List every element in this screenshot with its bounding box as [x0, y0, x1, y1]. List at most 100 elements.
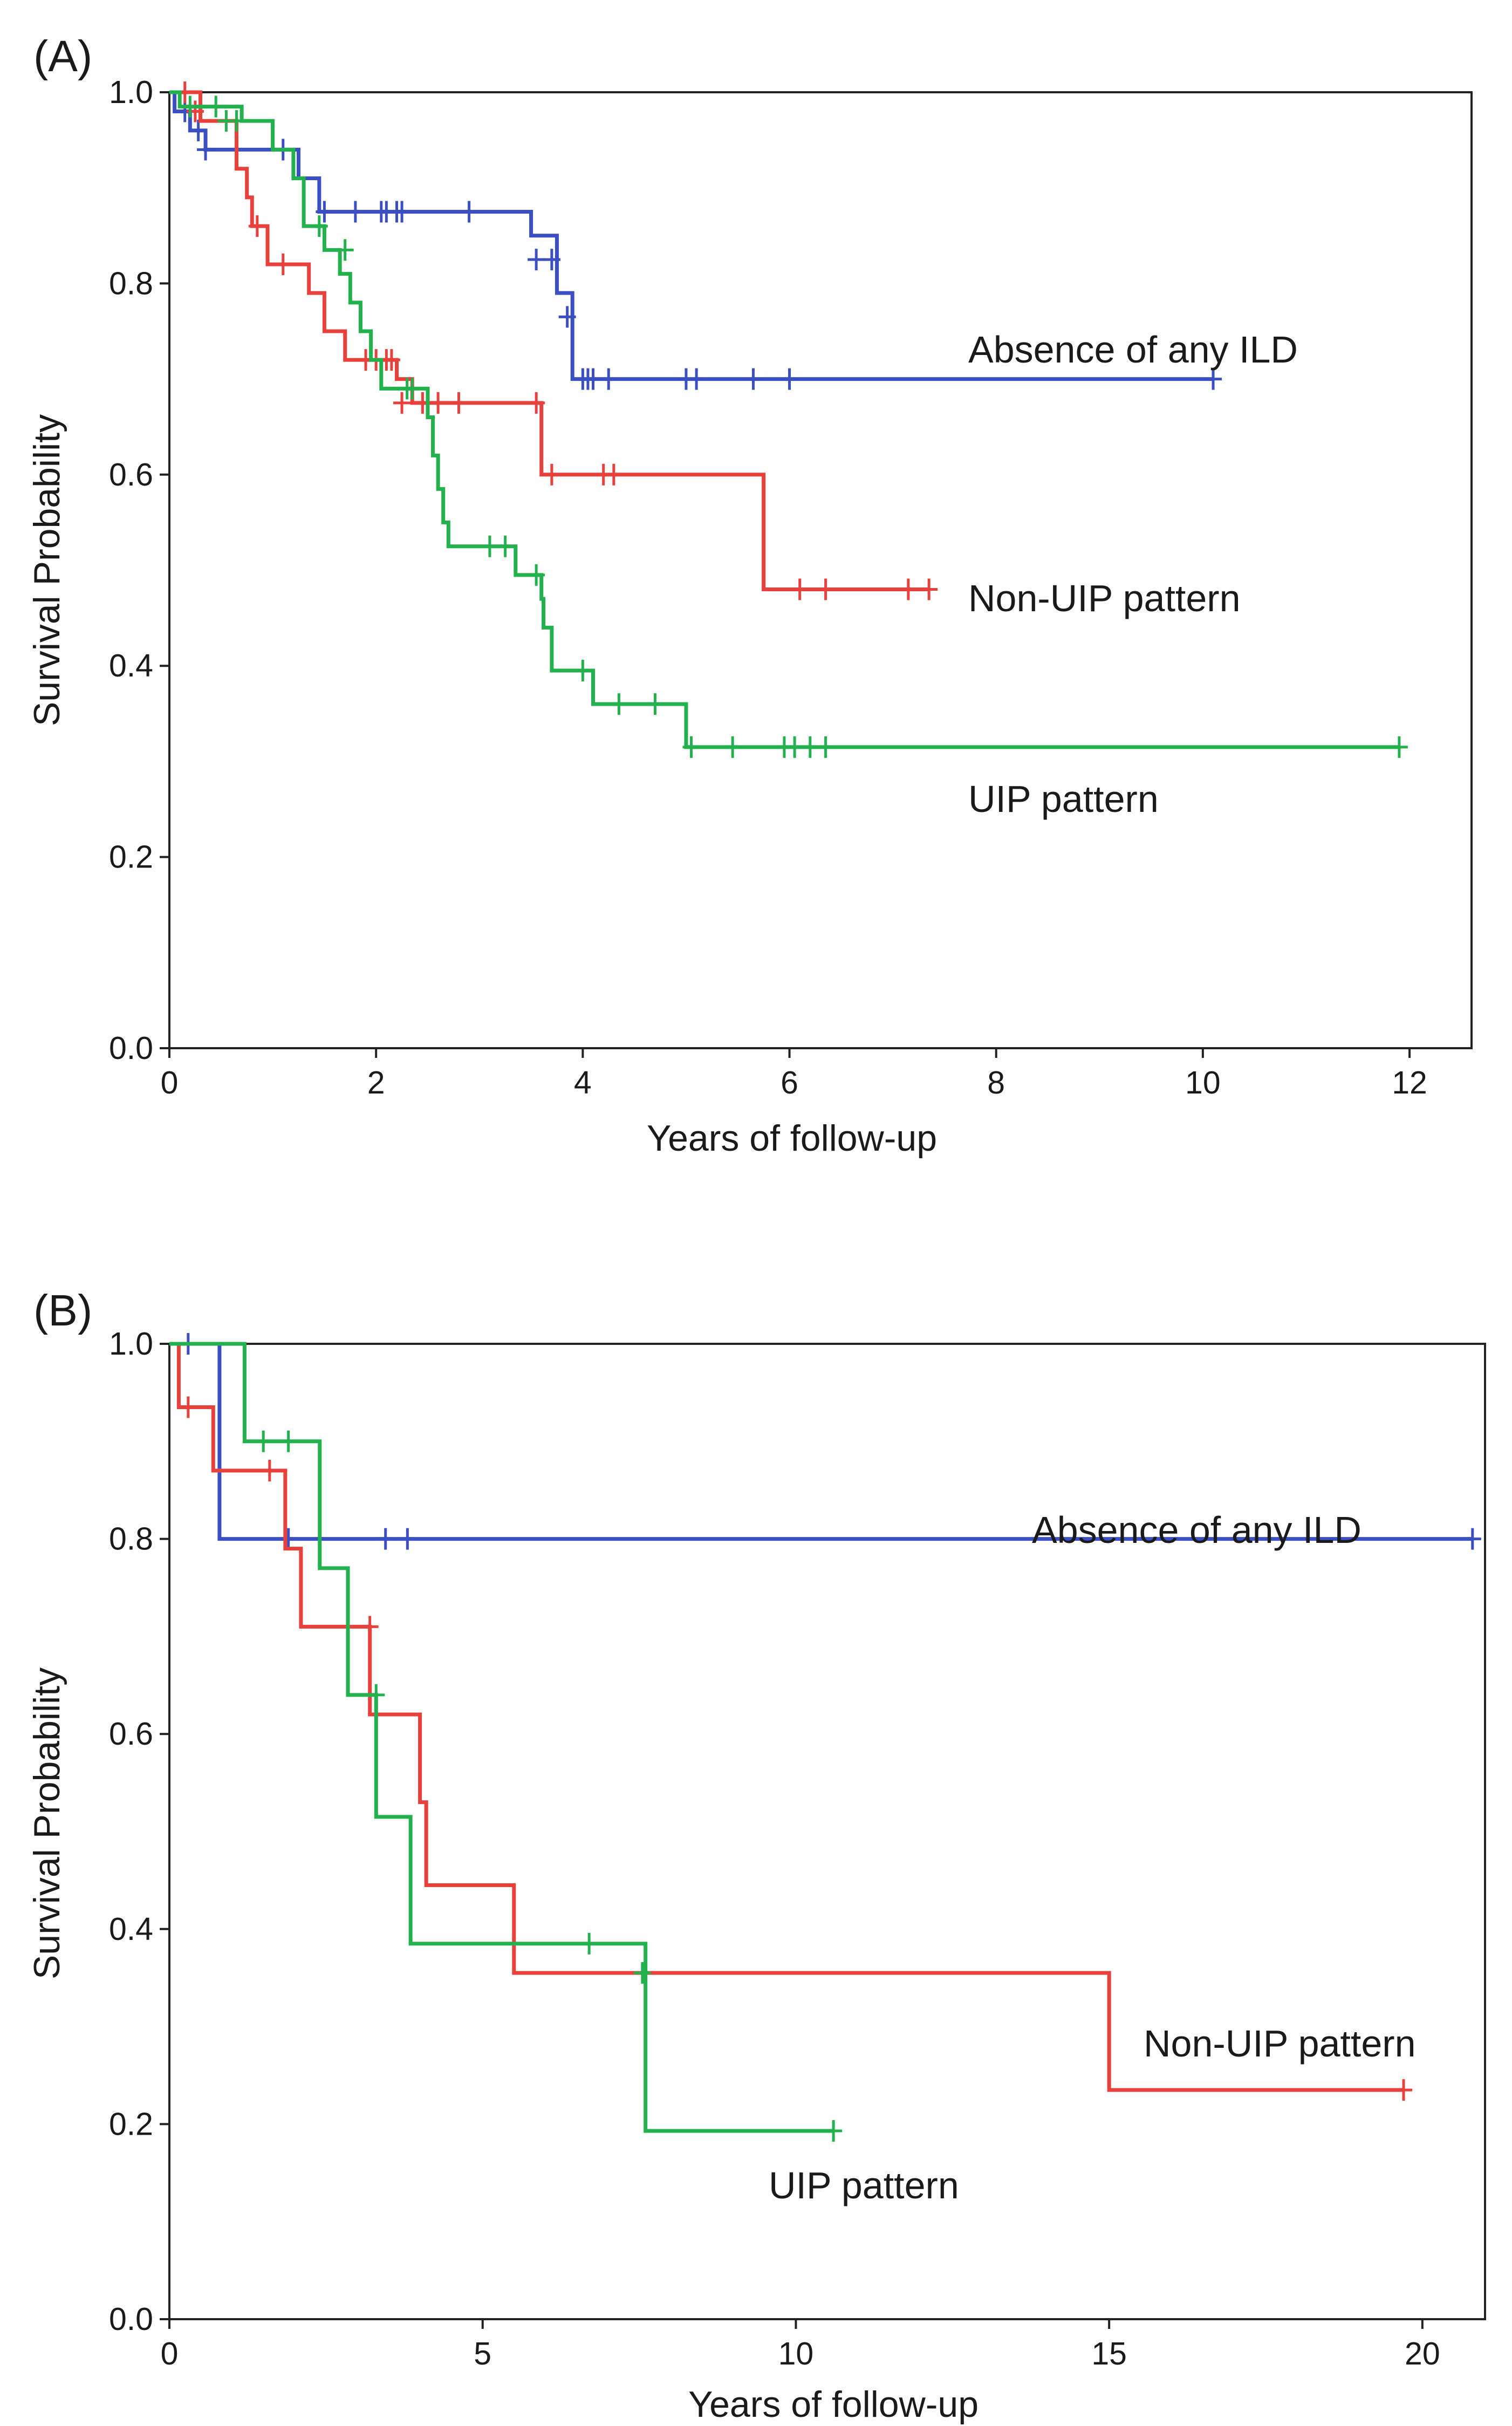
panel-a-y-tick-label: 1.0 — [109, 74, 153, 110]
panel-a-censor-mark-uip-pattern — [336, 239, 354, 261]
panel-a-censor-mark-absence-of-any-ild — [584, 368, 602, 390]
panel-b-x-axis-title: Years of follow-up — [688, 2384, 979, 2425]
panel-b-y-tick-label: 0.8 — [109, 1521, 153, 1557]
panel-a-censor-mark-absence-of-any-ild — [393, 201, 411, 223]
panel-b-censor-mark-uip-pattern — [580, 1932, 598, 1955]
panel-a: (A) 0 2 4 6 8 10 12 0.0 0.2 0.4 0.6 0.8 1.0 Years o… — [26, 32, 1473, 1159]
panel-a-censor-mark-uip-pattern — [1390, 736, 1408, 758]
panel-b-x-tick-label: 5 — [474, 2336, 491, 2372]
panel-a-x-tick-label: 6 — [781, 1065, 798, 1101]
panel-b-censor-mark-absence-of-any-ild — [279, 1528, 297, 1550]
panel-b-x-tick-label: 10 — [778, 2336, 814, 2372]
panel-b-censor-mark-uip-pattern — [255, 1430, 272, 1452]
panel-a-censor-mark-non-uip-pattern — [248, 215, 266, 237]
panel-a-censor-mark-uip-pattern — [228, 110, 245, 132]
panel-a-censor-mark-uip-pattern — [786, 736, 804, 758]
panel-b-y-axis-title: Survival Probability — [26, 1668, 67, 1979]
panel-b-curve-non-uip-pattern — [169, 1342, 1404, 2092]
panel-a-x-tick-label: 0 — [161, 1065, 179, 1101]
panel-b-censor-mark-uip-pattern — [279, 1430, 297, 1452]
panel-b-y-tick-label: 0.4 — [109, 1911, 153, 1947]
panel-b-censor-mark-non-uip-pattern — [361, 1616, 379, 1638]
panel-a-censor-mark-uip-pattern — [724, 736, 742, 758]
panel-a-censor-mark-non-uip-pattern — [920, 578, 938, 600]
panel-b-curve-label-non-uip-pattern: Non-UIP pattern — [1144, 2022, 1416, 2065]
panel-a-censor-mark-uip-pattern — [574, 660, 592, 682]
panel-b-y-tick-label: 1.0 — [109, 1326, 153, 1362]
panel-a-y-tick-label: 0.8 — [109, 265, 153, 301]
panel-a-censor-mark-non-uip-pattern — [605, 463, 622, 486]
panel-b-censor-mark-uip-pattern — [367, 1684, 385, 1706]
panel-b-y-tick-label: 0.0 — [109, 2301, 153, 2337]
panel-a-censor-mark-non-uip-pattern — [528, 392, 545, 414]
panel-b-censor-mark-absence-of-any-ild — [399, 1528, 416, 1550]
panel-b-x-tick-label: 0 — [161, 2336, 179, 2372]
panel-b-censor-mark-non-uip-pattern — [1395, 2079, 1413, 2101]
panel-a-censor-mark-uip-pattern — [310, 215, 328, 237]
panel-a-y-axis-title: Survival Probability — [26, 414, 67, 726]
panel-b-curve-label-absence-of-any-ild: Absence of any ILD — [1032, 1509, 1362, 1551]
panel-a-label: (A) — [33, 32, 92, 81]
panel-a-y-tick-label: 0.4 — [109, 648, 153, 684]
panel-a-censor-mark-non-uip-pattern — [450, 392, 468, 414]
panel-a-censor-mark-absence-of-any-ild — [189, 119, 207, 141]
panel-a-censor-mark-non-uip-pattern — [429, 392, 447, 414]
panel-a-censor-mark-absence-of-any-ild — [346, 201, 364, 223]
panel-a-censor-mark-non-uip-pattern — [817, 578, 834, 600]
panel-a-censor-mark-absence-of-any-ild — [197, 139, 215, 161]
panel-a-censor-mark-uip-pattern — [403, 378, 421, 400]
panel-b-censor-mark-non-uip-pattern — [261, 1460, 278, 1482]
panel-a-curve-label-uip-pattern: UIP pattern — [968, 778, 1159, 820]
panel-a-censor-mark-non-uip-pattern — [899, 578, 917, 600]
panel-a-x-tick-label: 12 — [1392, 1065, 1427, 1101]
panel-a-censor-mark-absence-of-any-ild — [558, 306, 576, 328]
panel-a-y-tick-label: 0.0 — [109, 1030, 153, 1066]
panel-a-censor-mark-absence-of-any-ild — [781, 368, 798, 390]
panel-a-y-tick-label: 0.6 — [109, 457, 153, 493]
panel-a-censor-mark-non-uip-pattern — [382, 349, 400, 371]
panel-b-censor-mark-uip-pattern — [633, 1962, 651, 1984]
panel-a-censor-mark-absence-of-any-ild — [460, 201, 478, 223]
panel-a-censor-mark-uip-pattern — [646, 693, 664, 715]
panel-a-censor-mark-uip-pattern — [817, 736, 834, 758]
panel-a-x-axis-title: Years of follow-up — [647, 1118, 937, 1159]
panel-a-censor-mark-uip-pattern — [181, 95, 199, 118]
panel-a-censor-mark-absence-of-any-ild — [528, 249, 545, 271]
panel-a-censor-mark-uip-pattern — [528, 564, 545, 586]
panel-b-label: (B) — [33, 1286, 92, 1335]
panel-a-x-tick-label: 10 — [1185, 1065, 1221, 1101]
panel-a-censor-mark-uip-pattern — [207, 95, 225, 118]
panel-a-censor-mark-absence-of-any-ild — [688, 368, 706, 390]
panel-a-censor-mark-absence-of-any-ild — [600, 368, 618, 390]
panel-b-censor-mark-non-uip-pattern — [179, 1396, 197, 1418]
panel-a-censor-mark-non-uip-pattern — [393, 392, 411, 414]
panel-b-x-tick-label: 15 — [1091, 2336, 1127, 2372]
panel-b-x-tick-label: 20 — [1405, 2336, 1440, 2372]
panel-a-censor-mark-absence-of-any-ild — [1205, 368, 1222, 390]
panel-b-censor-mark-uip-pattern — [825, 2120, 843, 2142]
panel-a-censor-mark-non-uip-pattern — [543, 463, 560, 486]
panel-a-curve-label-non-uip-pattern: Non-UIP pattern — [968, 577, 1241, 619]
panel-a-censor-mark-non-uip-pattern — [274, 253, 292, 275]
panel-a-curve-label-absence-of-any-ild: Absence of any ILD — [968, 329, 1298, 371]
panel-a-censor-mark-absence-of-any-ild — [316, 201, 333, 223]
panel-a-censor-mark-absence-of-any-ild — [543, 249, 560, 271]
panel-a-censor-mark-uip-pattern — [481, 535, 498, 557]
panel-a-x-tick-label: 2 — [367, 1065, 385, 1101]
panel-b-y-tick-label: 0.6 — [109, 1716, 153, 1752]
panel-a-censor-mark-non-uip-pattern — [791, 578, 809, 600]
panel-a-y-tick-label: 0.2 — [109, 839, 153, 875]
panel-a-censor-mark-absence-of-any-ild — [744, 368, 762, 390]
panel-b-censor-mark-absence-of-any-ild — [1463, 1528, 1481, 1550]
panel-a-censor-mark-uip-pattern — [682, 736, 700, 758]
panel-a-censor-mark-uip-pattern — [801, 736, 819, 758]
panel-a-x-tick-label: 4 — [574, 1065, 592, 1101]
panel-a-x-tick-label: 8 — [987, 1065, 1005, 1101]
panel-b-censor-mark-absence-of-any-ild — [377, 1528, 394, 1550]
panel-a-censor-mark-uip-pattern — [496, 535, 514, 557]
panel-a-censor-mark-uip-pattern — [610, 693, 628, 715]
panel-a-curve-non-uip-pattern — [169, 90, 929, 591]
panel-b: (B) 0 5 10 15 20 0.0 0.2 0.4 0.6 0.8 1.0 Years of… — [26, 1286, 1486, 2425]
panel-b-curve-label-uip-pattern: UIP pattern — [769, 2164, 959, 2206]
